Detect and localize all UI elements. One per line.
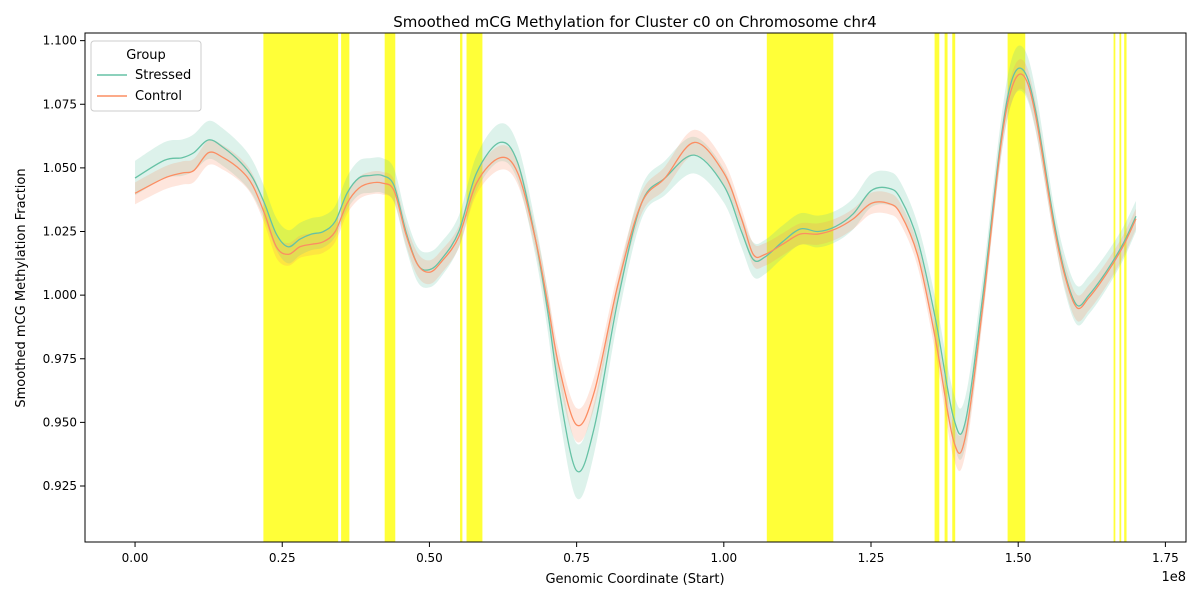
- series-lines: [134, 67, 1137, 473]
- highlight-region: [952, 33, 956, 542]
- x-tick-label: 1.25: [858, 551, 885, 565]
- legend-title: Group: [126, 48, 166, 63]
- x-tick-label: 1.00: [710, 551, 737, 565]
- y-tick-label: 0.975: [43, 352, 77, 366]
- x-tick-label: 1.75: [1152, 551, 1179, 565]
- highlight-region: [384, 33, 396, 542]
- highlight-regions: [263, 33, 1127, 542]
- y-tick-label: 0.950: [43, 415, 77, 429]
- highlight-region: [1007, 33, 1026, 542]
- x-tick-label: 0.25: [269, 551, 296, 565]
- x-offset-label: 1e8: [1161, 570, 1186, 585]
- x-axis-label: Genomic Coordinate (Start): [545, 572, 724, 587]
- y-axis-ticks: 0.925 0.950 0.975 1.000 1.025 1.050 1.075 1.100: [43, 34, 85, 493]
- legend-box: [90, 40, 202, 112]
- x-tick-label: 0.75: [563, 551, 590, 565]
- y-tick-label: 1.075: [43, 97, 77, 111]
- legend-label-stressed: Stressed: [135, 68, 191, 83]
- highlight-region: [1124, 33, 1127, 542]
- x-tick-label: 0.00: [122, 551, 149, 565]
- x-axis-ticks: 0.00 0.25 0.50 0.75 1.00 1.25 1.50 1.75: [122, 542, 1179, 565]
- legend-label-control: Control: [135, 89, 182, 104]
- y-tick-label: 1.100: [43, 34, 77, 48]
- line-control: [134, 73, 1137, 455]
- highlight-region: [1119, 33, 1122, 542]
- highlight-region: [466, 33, 483, 542]
- line-stressed: [134, 67, 1137, 473]
- x-tick-label: 0.50: [416, 551, 443, 565]
- y-axis-label: Smoothed mCG Methylation Fraction: [14, 168, 29, 407]
- highlight-region: [1113, 33, 1116, 542]
- y-tick-label: 1.050: [43, 161, 77, 175]
- y-tick-label: 1.025: [43, 225, 77, 239]
- chart-title: Smoothed mCG Methylation for Cluster c0 …: [393, 13, 876, 31]
- legend: Group Stressed Control: [90, 40, 202, 112]
- y-tick-label: 0.925: [43, 479, 77, 493]
- highlight-region: [341, 33, 350, 542]
- highlight-region: [766, 33, 834, 542]
- highlight-region: [460, 33, 463, 542]
- highlight-region: [934, 33, 940, 542]
- plot-frame: [84, 32, 1187, 543]
- highlight-region: [263, 33, 339, 542]
- x-tick-label: 1.50: [1005, 551, 1032, 565]
- y-tick-label: 1.000: [43, 288, 77, 302]
- highlight-region: [944, 33, 948, 542]
